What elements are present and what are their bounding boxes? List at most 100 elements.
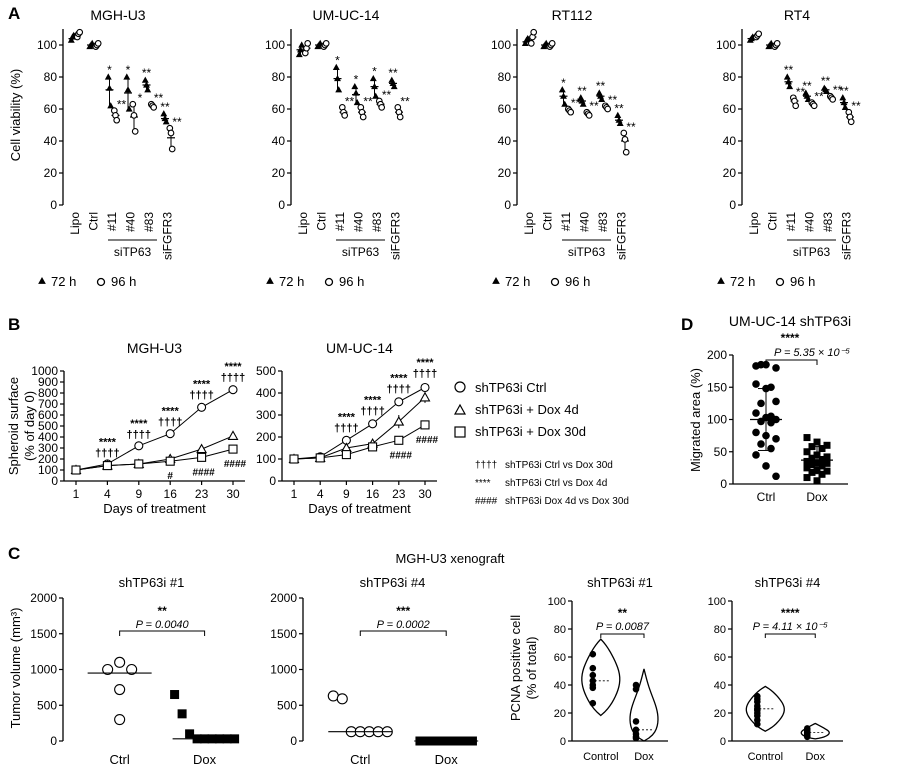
a1-sig72-2: * (107, 63, 112, 77)
d-cat-label-0: Ctrl (757, 490, 776, 504)
c3-violin-1 (629, 668, 659, 742)
a4-sig96-3: ** (814, 90, 824, 104)
c3-sig-bracket (600, 633, 645, 638)
b1-pt-ctrl-5 (228, 385, 238, 395)
legend-dox4d-marker (453, 403, 467, 415)
b2-ann-dag-3: †††† (360, 406, 384, 418)
a1-sig72-3: * (126, 63, 131, 77)
note-dagger-text: shTP63i Ctrl vs Dox 30d (505, 460, 613, 471)
a4-legend72-label: 72 h (730, 274, 755, 289)
c1-pt-dox-0 (170, 690, 180, 700)
c4-violin-0 (745, 685, 785, 732)
c4-pt-1-7 (803, 733, 811, 741)
d-pt-ctrl-15 (752, 428, 760, 437)
b1-ytick-label-10: 1000 (31, 364, 58, 378)
a2-ytick-label-5: 100 (265, 38, 285, 52)
a4-legend96-label: 96 h (790, 274, 815, 289)
b1-pt-dox30d-3 (165, 456, 175, 466)
a4-ytick-label-5: 100 (716, 38, 736, 52)
a3-pt72-0-0 (521, 39, 529, 46)
a1-cat-label-3: #40 (124, 212, 138, 232)
panel-label-b: B (8, 315, 20, 334)
c1-ytick-label-1: 500 (37, 698, 57, 712)
d-pt-dox-2 (823, 441, 831, 449)
c3-cat-label-1: Dox (634, 751, 654, 763)
c2-pvalue: P = 0.0002 (377, 619, 430, 631)
b1-pt-ctrl-2 (134, 441, 144, 451)
d-ylabel: Migrated area (%) (688, 368, 703, 472)
c1-pt-ctrl-1 (102, 663, 114, 676)
a1-pt72-5-0 (160, 110, 168, 117)
b1-xtick-label-0: 1 (73, 487, 80, 501)
chart-c-pcna-1: shTP63i #1 0 20 40 60 80 100 PCNA positive cell… (508, 575, 668, 763)
c1-cat-label-1: Dox (193, 752, 217, 767)
d-pt-ctrl-19 (767, 444, 775, 453)
a3-legend72-label: 72 h (505, 274, 530, 289)
d-pt-dox-19 (818, 470, 826, 478)
b2-ytick-label-5: 500 (256, 364, 276, 378)
a2-sig72-3: * (354, 73, 359, 87)
a1-cat-label-0: Lipo (68, 212, 82, 235)
a3-pt72-2-2 (561, 100, 569, 107)
b2-xtick-label-3: 16 (366, 487, 380, 501)
b2-xlabel: Days of treatment (308, 501, 411, 516)
a1-legend96-marker (96, 277, 106, 287)
b1-pt-dox30d-4 (197, 452, 207, 462)
b2-xtick-label-1: 4 (317, 487, 324, 501)
b2-pt-dox30d-1 (315, 453, 325, 463)
d-pt-dox-12 (823, 459, 831, 467)
a2-pt96-5-2 (396, 113, 404, 121)
b2-pt-ctrl-5 (420, 382, 430, 393)
c1-pt-ctrl-2 (126, 663, 138, 676)
b2-ann-star-3: **** (364, 395, 382, 407)
b2-pt-dox30d-0 (289, 454, 299, 464)
a4-pt72-5-0 (839, 94, 847, 101)
a4-cat-label-1: Ctrl (766, 212, 780, 231)
b1-pt-ctrl-3 (165, 429, 175, 439)
a2-pt72-4-0 (369, 74, 377, 82)
legend-dox4d-label: shTP63i + Dox 4d (475, 402, 579, 417)
b2-ann-hash-5: #### (416, 435, 439, 446)
c2-sig: *** (396, 604, 410, 618)
b1-ann-dag-1: †††† (95, 448, 119, 460)
d-pt-dox-17 (823, 467, 831, 475)
a2-pt72-3-0 (351, 82, 359, 90)
c4-violin-1 (800, 722, 830, 740)
b1-series-line-2 (75, 448, 234, 471)
a4-cat-label-5: siFGFR3 (840, 212, 854, 260)
b1-ylabel: Spheroid surface (6, 377, 21, 475)
a3-cat-label-2: #11 (559, 212, 573, 231)
b1-ytick-label-3: 300 (38, 441, 58, 455)
b2-ytick-label-1: 100 (256, 452, 276, 466)
a2-pt72-0-2 (298, 41, 306, 48)
c3-pvalue: P = 0.0087 (596, 621, 650, 633)
b2-pt-ctrl-4 (394, 397, 404, 407)
d-pt-dox-1 (813, 438, 821, 446)
a4-pt72-5-2 (841, 103, 849, 110)
legend-b: shTP63i Ctrl shTP63i + Dox 4d shTP63i + … (453, 380, 629, 507)
a3-pt72-0-2 (524, 34, 532, 42)
a4-sig96-5: ** (851, 99, 861, 113)
a2-pt72-2-1 (334, 74, 341, 82)
d-pt-ctrl-13 (757, 417, 765, 426)
c3-cat-label-0: Control (583, 751, 618, 763)
c3-pt-0-0 (589, 650, 597, 658)
a3-ytick-label-4: 80 (498, 70, 512, 84)
a3-sig96-2: ** (571, 96, 581, 110)
a2-sig72-4: * (372, 65, 377, 79)
b1-pt-dox30d-1 (102, 461, 112, 471)
d-ytick-label-2: 100 (707, 413, 727, 427)
a3-sig96-3: ** (589, 99, 599, 113)
d-pt-ctrl-18 (757, 440, 765, 448)
a1-sig96-3: * (138, 91, 143, 105)
a2-pt72-0-1 (297, 46, 304, 53)
a3-pt96-3-2 (585, 112, 593, 119)
a1-pt96-3-1 (130, 112, 138, 119)
legend-ctrl-marker (454, 381, 466, 393)
b2-ann-hash-4: #### (390, 450, 413, 461)
b1-title: MGH-U3 (127, 340, 182, 356)
a4-legend96-marker (775, 277, 785, 287)
c3-ytick-label-2: 40 (554, 680, 566, 692)
b1-ytick-label-7: 700 (38, 397, 58, 411)
a3-cat-label-4: #83 (596, 212, 610, 232)
